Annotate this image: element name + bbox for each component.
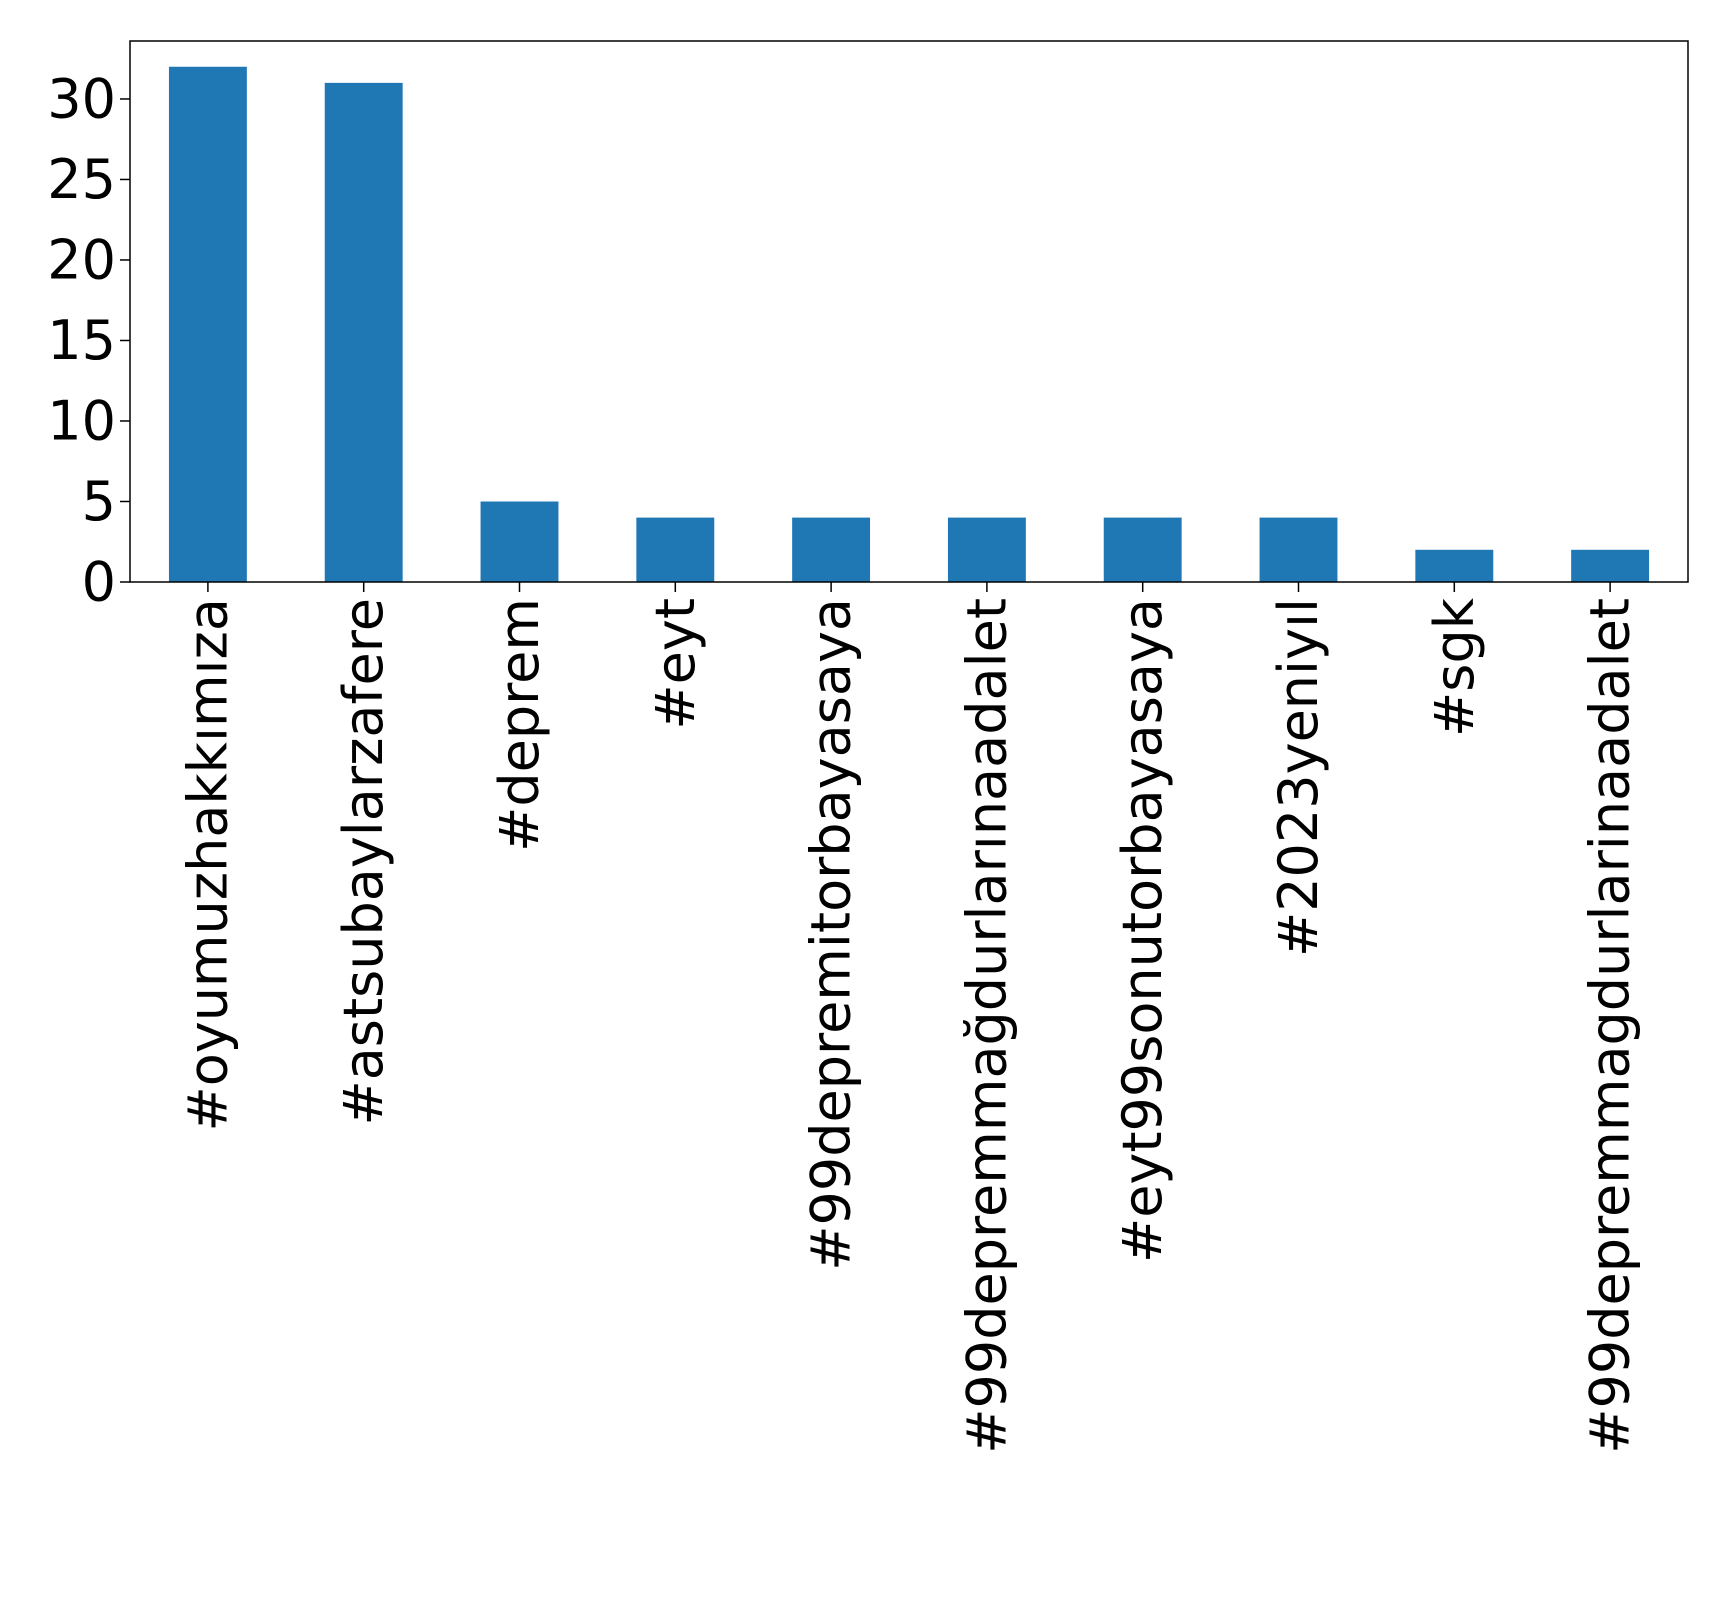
bar-5 (947, 517, 1026, 582)
x-tick-label: #99depremitorbayasaya (800, 598, 863, 1271)
y-tick-label: 30 (47, 67, 116, 130)
y-tick-label: 25 (47, 148, 116, 211)
y-tick-label: 20 (47, 228, 116, 291)
x-tick-label: #2023yeniyıl (1267, 598, 1330, 957)
x-tick-label: #deprem (488, 598, 551, 852)
x-tick-label: #oyumuzhakkımıza (176, 598, 239, 1132)
x-tick-label: #eyt (644, 598, 707, 730)
x-tick-label: #99depremmağdurlarınaadalet (955, 598, 1018, 1454)
y-tick-label: 10 (47, 389, 116, 452)
bar-1 (324, 82, 403, 582)
bar-6 (1103, 517, 1182, 582)
bar-0 (168, 66, 247, 582)
y-tick-label: 0 (82, 551, 116, 614)
y-tick-label: 15 (47, 309, 116, 372)
y-tick-label: 5 (82, 470, 116, 533)
plot-frame (129, 40, 1689, 583)
bar-9 (1571, 549, 1650, 582)
x-axis: #oyumuzhakkımıza #astsubaylarzafere #depre… (176, 582, 1642, 1454)
bars-group (168, 66, 1650, 582)
x-tick-label: #eyt99sonutorbayasaya (1111, 598, 1174, 1263)
x-tick-label: #sgk (1423, 597, 1486, 737)
bar-2 (480, 501, 559, 582)
x-tick-label: #astsubaylarzafere (332, 598, 395, 1126)
bar-4 (792, 517, 871, 582)
bar-8 (1415, 549, 1494, 582)
x-tick-label: #99depremmagdurlarinaadalet (1579, 598, 1642, 1454)
bar-7 (1259, 517, 1338, 582)
bar-3 (636, 517, 715, 582)
y-axis: 0 5 10 15 20 25 30 (47, 67, 130, 614)
